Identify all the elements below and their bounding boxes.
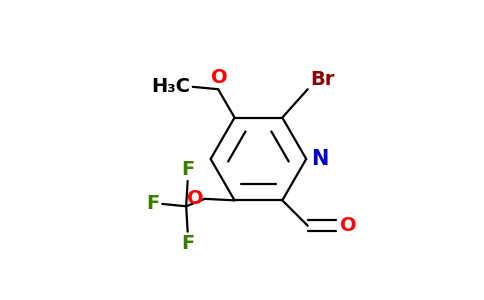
- Text: O: O: [186, 189, 203, 208]
- Text: F: F: [147, 194, 160, 213]
- Text: O: O: [340, 216, 356, 235]
- Text: Br: Br: [310, 70, 334, 88]
- Text: F: F: [181, 160, 194, 178]
- Text: O: O: [212, 68, 228, 87]
- Text: N: N: [311, 149, 328, 169]
- Text: H₃C: H₃C: [151, 77, 190, 96]
- Text: F: F: [181, 234, 194, 253]
